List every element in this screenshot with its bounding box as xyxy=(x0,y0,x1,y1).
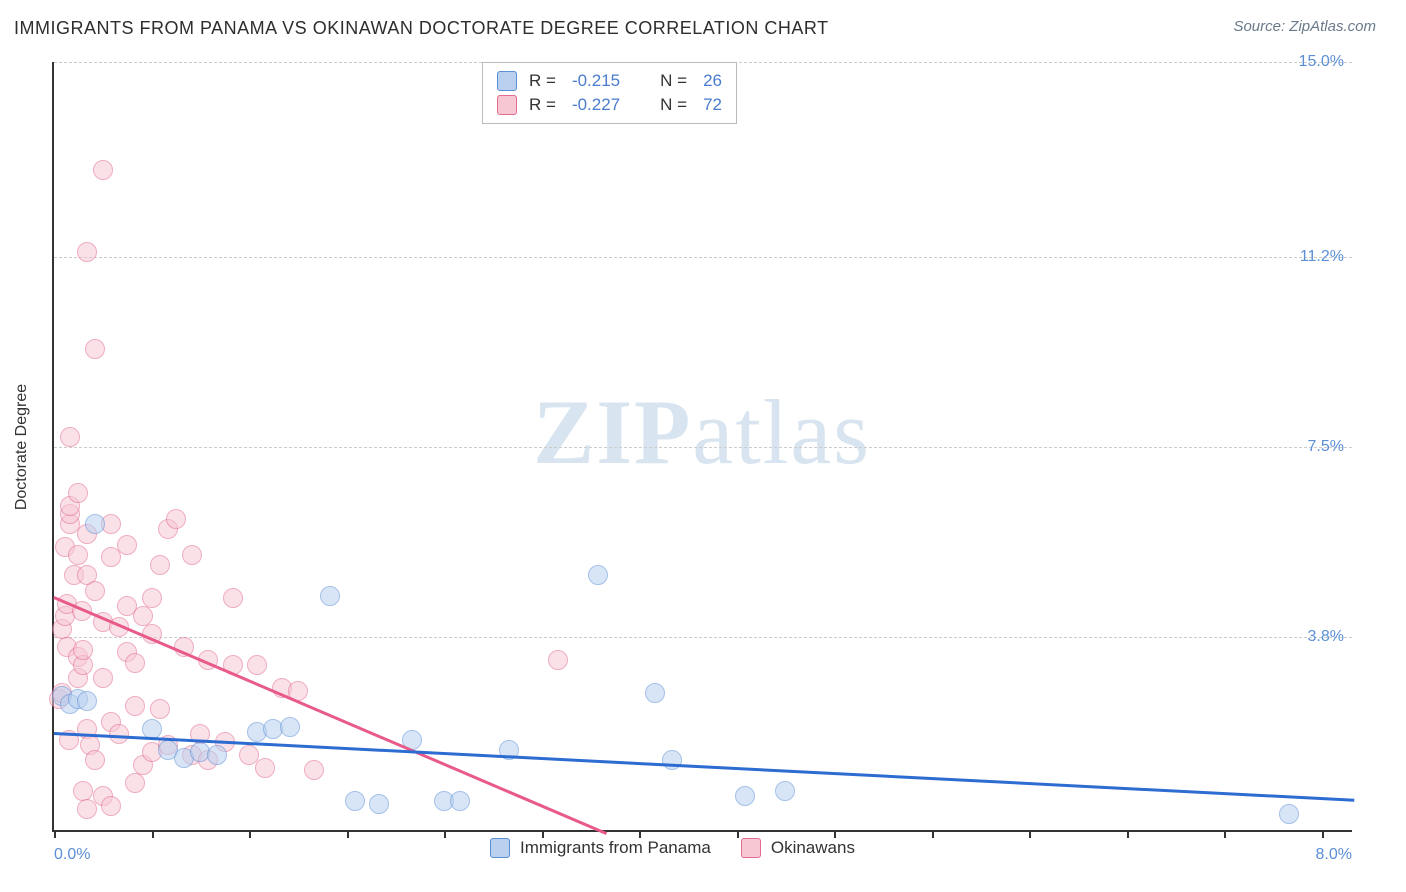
data-point xyxy=(320,586,340,606)
data-point xyxy=(223,588,243,608)
legend-r-value: -0.227 xyxy=(572,95,620,115)
data-point xyxy=(77,691,97,711)
legend-n-value: 26 xyxy=(703,71,722,91)
data-point xyxy=(207,745,227,765)
data-point xyxy=(304,760,324,780)
data-point xyxy=(280,717,300,737)
legend-n-label: N = xyxy=(660,71,687,91)
legend-bottom-item: Okinawans xyxy=(741,838,855,858)
legend-n-label: N = xyxy=(660,95,687,115)
data-point xyxy=(77,242,97,262)
x-tick-mark xyxy=(54,830,56,838)
y-tick-label: 3.8% xyxy=(1308,628,1344,646)
data-point xyxy=(450,791,470,811)
x-tick-mark xyxy=(542,830,544,838)
y-axis-label: Doctorate Degree xyxy=(13,384,31,510)
legend-swatch xyxy=(490,838,510,858)
data-point xyxy=(182,545,202,565)
chart-title: IMMIGRANTS FROM PANAMA VS OKINAWAN DOCTO… xyxy=(14,18,829,39)
data-point xyxy=(73,781,93,801)
legend-top-row: R = -0.227 N = 72 xyxy=(497,93,722,117)
data-point xyxy=(166,509,186,529)
x-tick-mark xyxy=(347,830,349,838)
data-point xyxy=(125,653,145,673)
data-point xyxy=(588,565,608,585)
data-point xyxy=(73,640,93,660)
x-tick-mark xyxy=(834,830,836,838)
legend-top: R = -0.215 N = 26 R = -0.227 N = 72 xyxy=(482,62,737,124)
legend-r-value: -0.215 xyxy=(572,71,620,91)
chart-header: IMMIGRANTS FROM PANAMA VS OKINAWAN DOCTO… xyxy=(0,0,1406,39)
data-point xyxy=(101,796,121,816)
legend-series-label: Okinawans xyxy=(771,838,855,858)
x-tick-mark xyxy=(444,830,446,838)
x-tick-mark xyxy=(1029,830,1031,838)
data-point xyxy=(85,581,105,601)
legend-bottom-item: Immigrants from Panama xyxy=(490,838,711,858)
legend-r-label: R = xyxy=(529,95,556,115)
data-point xyxy=(125,696,145,716)
x-tick-mark xyxy=(1224,830,1226,838)
trend-line xyxy=(54,732,1354,801)
data-point xyxy=(150,555,170,575)
y-tick-label: 15.0% xyxy=(1299,53,1344,71)
data-point xyxy=(125,773,145,793)
plot-region: 3.8%7.5%11.2%15.0%0.0%8.0% xyxy=(52,62,1352,832)
data-point xyxy=(117,535,137,555)
legend-series-label: Immigrants from Panama xyxy=(520,838,711,858)
legend-swatch xyxy=(497,71,517,91)
data-point xyxy=(93,160,113,180)
data-point xyxy=(150,699,170,719)
data-point xyxy=(85,750,105,770)
x-tick-mark xyxy=(932,830,934,838)
x-tick-mark xyxy=(1322,830,1324,838)
data-point xyxy=(68,545,88,565)
x-tick-mark xyxy=(639,830,641,838)
gridline xyxy=(54,257,1352,258)
data-point xyxy=(60,427,80,447)
legend-r-label: R = xyxy=(529,71,556,91)
data-point xyxy=(68,483,88,503)
x-tick-mark xyxy=(737,830,739,838)
x-tick-mark xyxy=(249,830,251,838)
legend-swatch xyxy=(497,95,517,115)
legend-n-value: 72 xyxy=(703,95,722,115)
y-tick-label: 11.2% xyxy=(1300,248,1344,266)
data-point xyxy=(247,655,267,675)
chart-area: ZIPatlas 3.8%7.5%11.2%15.0%0.0%8.0% Doct… xyxy=(52,62,1352,832)
data-point xyxy=(735,786,755,806)
x-tick-mark xyxy=(1127,830,1129,838)
data-point xyxy=(345,791,365,811)
data-point xyxy=(369,794,389,814)
data-point xyxy=(645,683,665,703)
data-point xyxy=(255,758,275,778)
gridline xyxy=(54,447,1352,448)
data-point xyxy=(1279,804,1299,824)
legend-swatch xyxy=(741,838,761,858)
data-point xyxy=(142,588,162,608)
data-point xyxy=(662,750,682,770)
legend-top-row: R = -0.215 N = 26 xyxy=(497,69,722,93)
data-point xyxy=(548,650,568,670)
gridline xyxy=(54,637,1352,638)
y-tick-label: 7.5% xyxy=(1308,438,1344,456)
source-credit: Source: ZipAtlas.com xyxy=(1233,18,1376,35)
data-point xyxy=(93,668,113,688)
data-point xyxy=(85,514,105,534)
data-point xyxy=(77,799,97,819)
x-min-label: 0.0% xyxy=(54,846,90,864)
data-point xyxy=(101,547,121,567)
legend-bottom: Immigrants from Panama Okinawans xyxy=(490,838,855,858)
x-max-label: 8.0% xyxy=(1316,846,1352,864)
data-point xyxy=(85,339,105,359)
x-tick-mark xyxy=(152,830,154,838)
data-point xyxy=(775,781,795,801)
